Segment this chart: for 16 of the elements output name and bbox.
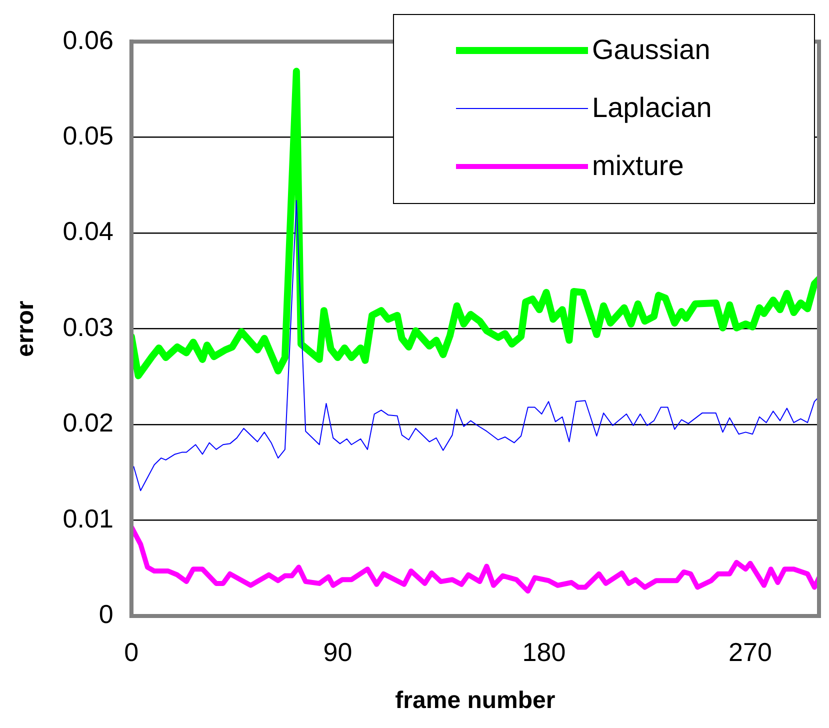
x-tick-label: 90 (323, 636, 352, 667)
y-tick-label: 0.06 (62, 24, 114, 55)
x-tick-label: 180 (522, 636, 566, 667)
y-tick-label: 0.01 (62, 503, 114, 534)
x-tick-label: 0 (124, 636, 139, 667)
y-tick-label: 0 (98, 599, 114, 630)
legend-label: Laplacian (592, 92, 712, 124)
x-tick-label: 270 (728, 636, 772, 667)
y-tick-label: 0.05 (62, 120, 114, 151)
y-axis-title: error (12, 300, 40, 357)
x-axis-title: frame number (395, 687, 556, 714)
y-tick-label: 0.04 (62, 216, 114, 246)
y-tick-label: 0.03 (62, 312, 114, 342)
legend-label: Gaussian (592, 34, 710, 66)
legend-label: mixture (592, 150, 684, 182)
y-tick-label: 0.02 (62, 408, 114, 438)
